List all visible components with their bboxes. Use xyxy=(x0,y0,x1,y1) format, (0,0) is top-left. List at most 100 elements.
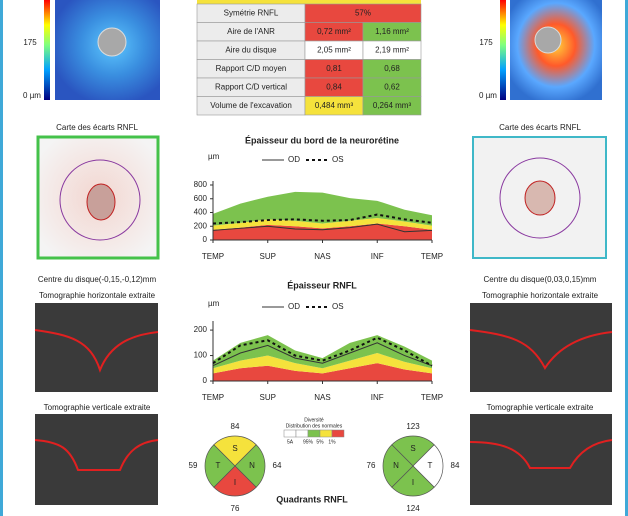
scale-label: 175 xyxy=(479,38,493,47)
legend-label: 95% xyxy=(303,439,314,445)
legend-label: 5A xyxy=(287,439,294,445)
quadrant xyxy=(391,465,435,497)
scale-label: 0 µm xyxy=(479,91,497,100)
legend-label: OD xyxy=(288,302,300,311)
legend-label: 1% xyxy=(328,439,336,445)
cell-value: 2,05 mm² xyxy=(317,45,351,54)
caption: Tomographie horizontale extraite xyxy=(39,291,156,300)
norm-band xyxy=(213,191,432,226)
circle xyxy=(59,159,141,241)
quadrant xyxy=(213,465,257,497)
row-label: Volume de l'excavation xyxy=(210,101,292,110)
quadrant-letter: T xyxy=(428,461,433,470)
y-tick-label: 200 xyxy=(194,325,208,334)
x-tick-label: TEMP xyxy=(421,393,443,402)
quadrant-letter: I xyxy=(234,478,236,487)
x-tick-label: SUP xyxy=(260,393,276,402)
scan-line xyxy=(469,439,613,469)
quadrant-value: 84 xyxy=(231,422,240,431)
cell-value: 0,68 xyxy=(384,64,400,73)
x-tick-label: NAS xyxy=(314,252,330,261)
cell-value: 2,19 mm² xyxy=(375,45,409,54)
cell-value: 0,62 xyxy=(384,82,400,91)
quadrant-value: 64 xyxy=(273,461,282,470)
norm-band xyxy=(213,223,432,240)
legend-title: Diversité xyxy=(304,417,324,423)
chart-title: Épaisseur RNFL xyxy=(287,280,357,290)
y-tick-label: 200 xyxy=(194,221,208,230)
quadrant xyxy=(234,444,266,488)
scale-label: 175 xyxy=(23,38,37,47)
caption: Tomographie verticale extraite xyxy=(44,403,151,412)
legend-subtitle: Distribution des normales xyxy=(286,423,343,429)
cell-value: 0,484 mm³ xyxy=(315,101,354,110)
legend-label: OS xyxy=(332,155,344,164)
quadrant xyxy=(213,435,257,467)
legend-label: 5% xyxy=(316,439,324,445)
frame xyxy=(625,0,628,516)
quadrant-value: 76 xyxy=(231,504,240,513)
scan xyxy=(470,303,612,392)
cell-value: 0,72 mm² xyxy=(317,27,351,36)
y-tick-label: 100 xyxy=(194,351,208,360)
norm-band xyxy=(213,335,432,369)
x-tick-label: NAS xyxy=(314,393,330,402)
cell-value: 0,84 xyxy=(326,82,342,91)
quadrant xyxy=(382,444,414,488)
disc xyxy=(86,183,116,221)
quadrant-value: 76 xyxy=(367,461,376,470)
caption: Tomographie verticale extraite xyxy=(487,403,594,412)
scan-line xyxy=(34,329,159,373)
cell-value: 1,16 mm² xyxy=(375,27,409,36)
legend-cell xyxy=(307,429,321,438)
caption: Centre du disque(0,03,0,15)mm xyxy=(484,275,597,284)
table-cell xyxy=(362,96,422,116)
legend-label: OS xyxy=(332,302,344,311)
color-bar xyxy=(500,0,506,100)
color-bar xyxy=(44,0,50,100)
scan xyxy=(35,303,158,392)
unit-label: µm xyxy=(208,299,220,308)
cell-value: 57% xyxy=(355,8,371,17)
line xyxy=(212,336,433,367)
row-label: Aire du disque xyxy=(225,45,277,54)
scan-line xyxy=(34,439,159,471)
x-tick-label: INF xyxy=(371,252,384,261)
norm-band xyxy=(213,353,432,374)
quadrant-letter: N xyxy=(249,461,255,470)
scan-line xyxy=(469,329,613,370)
y-tick-label: 0 xyxy=(203,235,208,244)
quadrant xyxy=(391,435,435,467)
quadrant-value: 84 xyxy=(451,461,460,470)
x-tick-label: INF xyxy=(371,393,384,402)
scan xyxy=(35,414,158,505)
quadrant-value: 59 xyxy=(189,461,198,470)
quadrant xyxy=(204,444,236,488)
unit-label: µm xyxy=(208,152,220,161)
quadrant-letter: I xyxy=(412,478,414,487)
quadrant-letter: N xyxy=(393,461,399,470)
caption: Carte des écarts RNFL xyxy=(56,123,138,132)
legend-cell xyxy=(331,429,345,438)
quadrant-letter: T xyxy=(216,461,221,470)
y-tick-label: 800 xyxy=(194,180,208,189)
caption: Carte des écarts RNFL xyxy=(499,123,581,132)
caption: Tomographie horizontale extraite xyxy=(482,291,599,300)
scale-label: 0 µm xyxy=(23,91,41,100)
row-label: Aire de l'ANR xyxy=(227,27,275,36)
table-edge xyxy=(197,0,421,4)
y-tick-label: 0 xyxy=(203,376,208,385)
quadrant-letter: S xyxy=(232,444,237,453)
circle xyxy=(499,157,581,239)
disc xyxy=(97,27,127,57)
y-tick-label: 400 xyxy=(194,208,208,217)
legend-cell xyxy=(295,429,309,438)
x-tick-label: TEMP xyxy=(202,393,224,402)
disc xyxy=(524,180,556,216)
quadrant-value: 123 xyxy=(406,422,420,431)
quadrant-title: Quadrants RNFL xyxy=(276,494,348,504)
row-label: Rapport C/D moyen xyxy=(216,64,287,73)
legend-cell xyxy=(319,429,333,438)
cell-value: 0,81 xyxy=(326,64,342,73)
